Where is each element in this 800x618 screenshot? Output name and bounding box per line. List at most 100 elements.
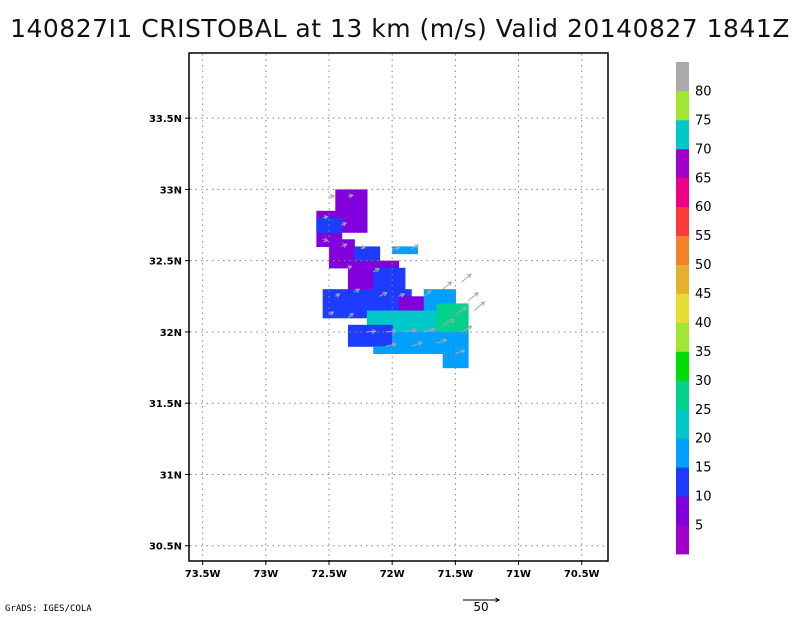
- wind-vectors: [322, 193, 486, 354]
- field-cell: [360, 203, 368, 212]
- colorbar-swatch: [676, 438, 689, 468]
- field-cell: [423, 324, 431, 333]
- field-cell: [461, 310, 469, 319]
- lat-lon-grid: [190, 54, 607, 560]
- y-tick-label: 32N: [160, 328, 182, 339]
- field-cell: [360, 303, 368, 312]
- field-cell: [354, 217, 362, 226]
- field-cell: [341, 253, 349, 262]
- field-cell: [347, 246, 355, 255]
- wind-vector: [328, 311, 335, 316]
- field-cell: [392, 260, 400, 269]
- wind-vector: [473, 301, 486, 311]
- field-cell: [449, 339, 456, 347]
- y-tick-label: 33N: [160, 185, 182, 196]
- colorbar-label: 35: [695, 345, 712, 360]
- field-cell: [322, 225, 330, 233]
- field-cell: [398, 303, 406, 312]
- field-cell: [392, 324, 400, 333]
- field-cell: [417, 310, 425, 319]
- field-cell: [373, 253, 381, 262]
- field-cell: [442, 296, 450, 305]
- field-cell: [335, 225, 343, 233]
- wind-vector: [423, 327, 436, 333]
- reference-vector-label: 50: [473, 600, 489, 614]
- wind-vector: [385, 329, 397, 334]
- field-cell: [411, 346, 419, 354]
- field-cell: [316, 217, 324, 226]
- wind-vector: [410, 244, 420, 250]
- field-cell: [335, 239, 343, 248]
- field-cell: [366, 282, 374, 290]
- field-cell: [329, 289, 336, 297]
- colorbar-label: 50: [695, 258, 712, 273]
- field-cell: [392, 282, 400, 290]
- colorbar-swatch: [676, 525, 689, 555]
- field-cell: [455, 331, 463, 340]
- colorbar-label: 15: [695, 461, 712, 476]
- field-cell: [436, 296, 444, 305]
- field-cell: [417, 346, 425, 354]
- field-cell: [347, 296, 355, 305]
- field-cell: [335, 310, 343, 319]
- wind-vector: [354, 288, 361, 293]
- x-tick-label: 70.5W: [564, 569, 600, 580]
- field-cell: [398, 282, 406, 290]
- reference-arrow: [463, 597, 501, 603]
- field-cell: [354, 196, 362, 205]
- field-cell: [347, 260, 355, 269]
- field-cell: [360, 189, 368, 198]
- field-region: [347, 324, 393, 347]
- field-cell: [442, 339, 450, 347]
- field-cell: [379, 303, 387, 312]
- field-cell: [398, 324, 406, 333]
- wind-vector: [461, 325, 473, 333]
- x-tick-label: 71.5W: [438, 569, 474, 580]
- field-cell: [366, 303, 374, 312]
- field-cell: [347, 239, 355, 248]
- wind-vector: [366, 329, 377, 334]
- field-cell: [442, 303, 450, 312]
- field-cell: [392, 296, 400, 305]
- field-cell: [455, 303, 463, 312]
- field-cell: [347, 339, 355, 347]
- field-cell: [360, 253, 368, 262]
- field-cell: [385, 339, 393, 347]
- colorbar-label: 25: [695, 403, 712, 418]
- field-cell: [455, 317, 463, 326]
- wind-vector: [360, 244, 366, 250]
- field-cell: [385, 331, 393, 340]
- field-cell: [442, 331, 450, 340]
- colorbar-label: 45: [695, 287, 712, 302]
- field-cell: [392, 317, 400, 326]
- colorbar-swatch: [676, 235, 689, 265]
- colorbar-label: 70: [695, 142, 712, 157]
- colorbar-label: 55: [695, 229, 712, 244]
- field-cell: [366, 331, 374, 340]
- colorbar-swatch: [676, 264, 689, 294]
- colorbar-swatch: [676, 322, 689, 352]
- field-cell: [442, 324, 450, 333]
- field-cell: [398, 346, 406, 354]
- page-title: 140827I1 CRISTOBAL at 13 km (m/s) Valid …: [10, 14, 790, 43]
- field-cell: [354, 282, 362, 290]
- field-cell: [366, 317, 374, 326]
- field-cell: [341, 296, 349, 305]
- colorbar-swatch: [676, 351, 689, 381]
- field-cell: [411, 296, 419, 305]
- field-region: [442, 331, 469, 369]
- y-tick-label: 33.5N: [149, 114, 182, 125]
- field-cell: [430, 310, 438, 319]
- field-cell: [385, 317, 393, 326]
- field-cell: [398, 296, 406, 305]
- field-cell: [360, 310, 368, 319]
- field-cell: [385, 282, 393, 290]
- field-cell: [360, 260, 368, 269]
- field-cell: [341, 246, 349, 255]
- field-cell: [366, 260, 374, 269]
- field-cell: [329, 253, 336, 262]
- field-cell: [335, 196, 343, 205]
- field-cell: [366, 324, 374, 333]
- field-cell: [392, 346, 400, 354]
- colorbar-swatch: [676, 62, 689, 92]
